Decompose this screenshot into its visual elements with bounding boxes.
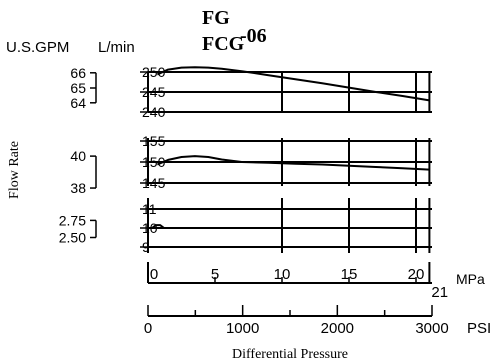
panel-1-lpm-tick-label: 145 <box>142 175 166 191</box>
panel-0-lpm-tick-label: 240 <box>142 104 166 120</box>
panel-0-lpm-tick-label: 250 <box>142 64 166 80</box>
panel-0-flow-curve <box>156 66 430 102</box>
psi-tick-label: 0 <box>144 320 152 337</box>
psi-tick-label: 3000 <box>415 320 448 337</box>
mpa-end-label: 21 <box>431 284 448 301</box>
pressure-axes: 0 5 10 15 20 21 MPa 0 1000 2000 3000 PSI <box>144 262 491 337</box>
panel-2-gpm-tick-label: 2.50 <box>59 230 86 246</box>
panel-0-lpm-tick-label: 245 <box>142 84 166 100</box>
panel-1-gpm-tick-label: 40 <box>70 148 86 164</box>
psi-unit-label: PSI <box>467 320 491 337</box>
lpm-unit-label: L/min <box>98 39 135 56</box>
panel-1-lpm-tick-label: 150 <box>142 154 166 170</box>
mpa-tick-label: 10 <box>274 266 291 283</box>
mpa-tick-label: 20 <box>408 266 425 283</box>
mpa-tick-label: 5 <box>211 266 219 283</box>
chart-title-suffix: -06 <box>240 25 267 47</box>
panel-2-lpm-tick-label: 10 <box>142 220 158 236</box>
panel-2-flow-curve <box>151 224 165 229</box>
y-axis-title: Flow Rate <box>7 141 22 199</box>
psi-tick-label: 2000 <box>321 320 354 337</box>
mpa-tick-label: 0 <box>150 266 158 283</box>
x-axis-title: Differential Pressure <box>232 347 348 362</box>
panel-1-lpm-tick-label: 155 <box>142 133 166 149</box>
panel-2-lpm-tick-label: 11 <box>142 201 157 217</box>
panel-0-gpm-tick-label: 64 <box>70 95 86 111</box>
chart-title-line1: FG <box>202 7 230 29</box>
panel-2-gpm-tick-label: 2.75 <box>59 212 86 228</box>
panel-2-lpm-tick-label: 9 <box>142 239 150 255</box>
mpa-unit-label: MPa <box>456 271 485 287</box>
chart-title-line2: FCG <box>202 33 245 55</box>
gpm-unit-label: U.S.GPM <box>6 39 69 56</box>
panel-1-gpm-tick-label: 38 <box>70 180 86 196</box>
panel-0-gpm-tick-label: 66 <box>70 65 86 81</box>
psi-tick-label: 1000 <box>226 320 259 337</box>
mpa-tick-label: 15 <box>341 266 358 283</box>
panel-0-gpm-tick-label: 65 <box>70 80 86 96</box>
panel-1-flow-curve <box>156 155 430 171</box>
